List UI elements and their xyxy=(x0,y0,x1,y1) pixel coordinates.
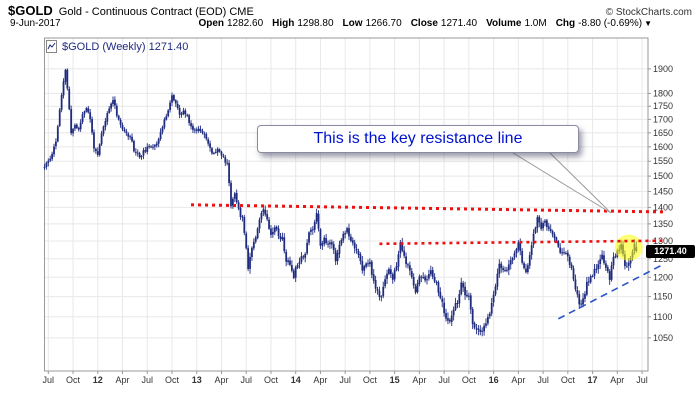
highlight-marker xyxy=(614,234,643,261)
quote-low-label: Low xyxy=(342,18,363,29)
y-axis-labels: 1900 1800 1750 1700 1650 1600 1550 1500 1450 1400… xyxy=(653,64,673,343)
callout-pointer xyxy=(508,150,612,214)
svg-text:1600: 1600 xyxy=(653,142,673,152)
svg-text:Oct: Oct xyxy=(264,375,279,385)
svg-text:13: 13 xyxy=(192,375,202,385)
quote-open-value: 1282.60 xyxy=(227,18,264,29)
symbol-ticker: $GOLD xyxy=(8,3,53,18)
svg-text:1500: 1500 xyxy=(653,171,673,181)
svg-text:1650: 1650 xyxy=(653,128,673,138)
x-axis-labels: Jul Oct 12 Apr Jul Oct 13 Apr Jul Oct 14 Apr Jul Oct 1… xyxy=(43,375,648,385)
quote-volume-value: 1.0M xyxy=(524,18,547,29)
quote-low-value: 1266.70 xyxy=(365,18,402,29)
svg-text:Apr: Apr xyxy=(214,375,228,385)
quote-low: Low 1266.70 xyxy=(343,18,402,29)
support-trendline xyxy=(557,262,666,320)
quote-change-label: Chg xyxy=(555,18,576,29)
change-down-icon: ▼ xyxy=(644,19,652,28)
quote-close: Close 1271.40 xyxy=(411,18,477,29)
quote-close-label: Close xyxy=(410,18,438,29)
candlestick-series xyxy=(43,68,638,337)
chart-type-icon xyxy=(46,40,57,53)
quote-change: Chg -8.80 (-0.69%) ▼ xyxy=(556,18,652,29)
svg-text:1450: 1450 xyxy=(653,186,673,196)
svg-text:Jul: Jul xyxy=(339,375,351,385)
svg-text:1100: 1100 xyxy=(653,312,672,322)
grid xyxy=(44,38,651,374)
quote-high-label: High xyxy=(272,18,295,29)
svg-text:Jul: Jul xyxy=(537,375,549,385)
quote-open: Open 1282.60 xyxy=(198,18,263,29)
quote-volume: Volume 1.0M xyxy=(486,18,547,29)
svg-text:1050: 1050 xyxy=(653,333,673,343)
svg-text:Apr: Apr xyxy=(116,375,130,385)
svg-text:1800: 1800 xyxy=(653,88,673,98)
svg-text:1400: 1400 xyxy=(653,202,673,212)
svg-text:17: 17 xyxy=(588,375,598,385)
plot-frame xyxy=(44,37,649,372)
svg-text:16: 16 xyxy=(489,375,499,385)
chart-legend: $GOLD (Weekly) 1271.40 xyxy=(46,40,188,53)
svg-text:14: 14 xyxy=(291,375,301,385)
svg-text:Oct: Oct xyxy=(66,375,81,385)
quote-strip: Open 1282.60 High 1298.80 Low 1266.70 Close… xyxy=(198,18,652,29)
quote-date: 9-Jun-2017 xyxy=(10,18,61,29)
svg-text:1900: 1900 xyxy=(653,64,673,74)
svg-text:1750: 1750 xyxy=(653,101,673,111)
svg-text:1200: 1200 xyxy=(653,272,673,282)
symbol-description: Gold - Continuous Contract (EOD) CME xyxy=(58,6,254,18)
quote-open-label: Open xyxy=(198,18,224,29)
svg-text:Oct: Oct xyxy=(363,375,378,385)
resistance-line-main xyxy=(191,203,665,214)
svg-text:Jul: Jul xyxy=(240,375,252,385)
svg-text:Jul: Jul xyxy=(636,375,648,385)
svg-text:Oct: Oct xyxy=(165,375,180,385)
resistance-line-minor xyxy=(379,239,665,246)
annotation-callout: This is the key resistance line xyxy=(257,125,579,153)
svg-text:Apr: Apr xyxy=(511,375,525,385)
chart-legend-label: $GOLD (Weekly) 1271.40 xyxy=(62,40,189,53)
chart-header-row-1: $GOLD Gold - Continuous Contract (EOD) C… xyxy=(8,3,692,18)
svg-text:1350: 1350 xyxy=(653,219,673,229)
svg-text:Jul: Jul xyxy=(142,375,154,385)
svg-text:Apr: Apr xyxy=(313,375,327,385)
svg-text:1700: 1700 xyxy=(653,114,673,124)
svg-text:1250: 1250 xyxy=(653,254,673,264)
quote-volume-label: Volume xyxy=(486,18,522,29)
quote-high: High 1298.80 xyxy=(272,18,333,29)
svg-text:Oct: Oct xyxy=(462,375,477,385)
svg-text:Oct: Oct xyxy=(561,375,576,385)
svg-text:Jul: Jul xyxy=(43,375,55,385)
svg-text:1150: 1150 xyxy=(653,292,672,302)
svg-text:Jul: Jul xyxy=(438,375,450,385)
copyright-watermark: © StockCharts.com xyxy=(605,7,692,18)
last-price-tag: 1271.40 xyxy=(646,244,695,258)
svg-text:1300: 1300 xyxy=(653,236,673,246)
svg-text:Apr: Apr xyxy=(412,375,426,385)
chart-header-row-2: 9-Jun-2017 Open 1282.60 High 1298.80 Low 12… xyxy=(10,18,652,29)
quote-close-value: 1271.40 xyxy=(440,18,478,29)
svg-text:15: 15 xyxy=(390,375,400,385)
svg-text:1550: 1550 xyxy=(653,156,673,166)
quote-high-value: 1298.80 xyxy=(297,18,334,29)
quote-change-value: -8.80 (-0.69%) xyxy=(578,18,643,29)
svg-text:Apr: Apr xyxy=(610,375,624,385)
svg-text:12: 12 xyxy=(93,375,103,385)
